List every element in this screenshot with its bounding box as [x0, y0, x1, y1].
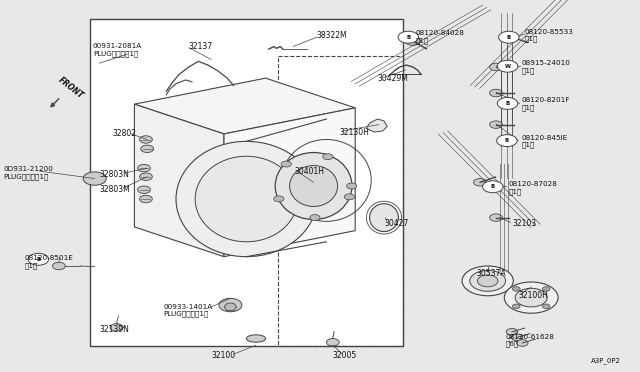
Text: 00931-2081A
PLUGプラグ（1）: 00931-2081A PLUGプラグ（1） — [93, 44, 142, 57]
Circle shape — [110, 324, 123, 331]
Circle shape — [490, 89, 502, 97]
Circle shape — [542, 287, 550, 291]
Text: FRONT: FRONT — [56, 76, 85, 100]
Circle shape — [140, 195, 152, 203]
Circle shape — [490, 121, 502, 128]
Circle shape — [140, 136, 152, 143]
Text: 32100: 32100 — [211, 351, 236, 360]
Text: 08915-24010
（1）: 08915-24010 （1） — [522, 60, 570, 74]
Circle shape — [513, 304, 520, 308]
Text: 32802: 32802 — [112, 129, 136, 138]
Polygon shape — [224, 303, 237, 311]
Text: W: W — [504, 64, 511, 69]
Text: 32005: 32005 — [333, 351, 357, 360]
Polygon shape — [366, 119, 387, 132]
Ellipse shape — [176, 141, 317, 257]
Circle shape — [219, 298, 242, 312]
Text: 08120-845lE
（1）: 08120-845lE （1） — [522, 135, 568, 148]
Polygon shape — [134, 104, 224, 257]
Text: 08120-8501E
（1）: 08120-8501E （1） — [24, 256, 73, 269]
Ellipse shape — [370, 204, 399, 231]
Text: 32137: 32137 — [189, 42, 213, 51]
Circle shape — [138, 164, 150, 172]
Circle shape — [506, 328, 518, 335]
Circle shape — [497, 60, 518, 72]
Text: 38322M: 38322M — [317, 31, 348, 40]
Circle shape — [28, 253, 49, 265]
Circle shape — [138, 186, 150, 193]
Circle shape — [83, 172, 106, 185]
Circle shape — [499, 31, 519, 43]
Circle shape — [490, 214, 502, 221]
Text: 32130H: 32130H — [339, 128, 369, 137]
Ellipse shape — [195, 156, 298, 242]
Text: 30537A: 30537A — [477, 269, 506, 278]
Circle shape — [140, 173, 152, 180]
Text: 08120-61628
（6）: 08120-61628 （6） — [506, 334, 554, 347]
Circle shape — [347, 183, 357, 189]
Text: 0D931-21200
PLUGプラグ（1）: 0D931-21200 PLUGプラグ（1） — [3, 166, 53, 180]
Text: 00933-1401A
PLUGプラグ（1）: 00933-1401A PLUGプラグ（1） — [163, 304, 212, 317]
Ellipse shape — [290, 166, 338, 206]
Text: B: B — [506, 101, 509, 106]
Circle shape — [516, 340, 528, 346]
Circle shape — [513, 287, 520, 291]
Text: 32100H: 32100H — [518, 291, 548, 300]
Text: 32103: 32103 — [512, 219, 536, 228]
Text: B: B — [36, 257, 40, 262]
Ellipse shape — [246, 335, 266, 342]
Circle shape — [141, 145, 154, 153]
Text: A3P_0P2: A3P_0P2 — [591, 357, 621, 364]
Text: B: B — [505, 138, 509, 143]
Circle shape — [511, 334, 523, 341]
Circle shape — [274, 196, 284, 202]
Circle shape — [490, 63, 502, 71]
Text: 30427: 30427 — [384, 219, 408, 228]
Circle shape — [462, 266, 513, 296]
Circle shape — [542, 304, 550, 308]
FancyBboxPatch shape — [90, 19, 403, 346]
Circle shape — [497, 97, 518, 109]
Circle shape — [323, 154, 333, 160]
Ellipse shape — [275, 153, 352, 219]
Circle shape — [497, 135, 517, 147]
Circle shape — [506, 33, 518, 41]
Circle shape — [310, 215, 320, 221]
Text: 30401H: 30401H — [294, 167, 324, 176]
Text: B: B — [507, 35, 511, 40]
Text: 32139N: 32139N — [99, 325, 129, 334]
Text: 32803M: 32803M — [99, 185, 130, 194]
Polygon shape — [224, 108, 355, 257]
Circle shape — [515, 288, 547, 307]
Text: B: B — [491, 184, 495, 189]
Circle shape — [344, 194, 355, 200]
Circle shape — [474, 179, 486, 186]
Polygon shape — [134, 78, 355, 134]
Text: 08120-85533
（1）: 08120-85533 （1） — [525, 29, 573, 42]
Circle shape — [281, 161, 291, 167]
Text: 30429M: 30429M — [378, 74, 408, 83]
Text: 32803N: 32803N — [99, 170, 129, 179]
Circle shape — [477, 275, 498, 287]
Text: B: B — [406, 35, 410, 40]
Text: 08120-84028
（1）: 08120-84028 （1） — [416, 31, 465, 44]
Circle shape — [504, 282, 558, 313]
Text: 08120-87028
（1）: 08120-87028 （1） — [509, 181, 557, 195]
Text: 08120-8201F
（1）: 08120-8201F （1） — [522, 97, 570, 111]
Circle shape — [483, 181, 503, 193]
Circle shape — [52, 262, 65, 270]
Circle shape — [470, 270, 506, 291]
Circle shape — [398, 31, 419, 43]
Circle shape — [405, 36, 420, 45]
Circle shape — [326, 339, 339, 346]
